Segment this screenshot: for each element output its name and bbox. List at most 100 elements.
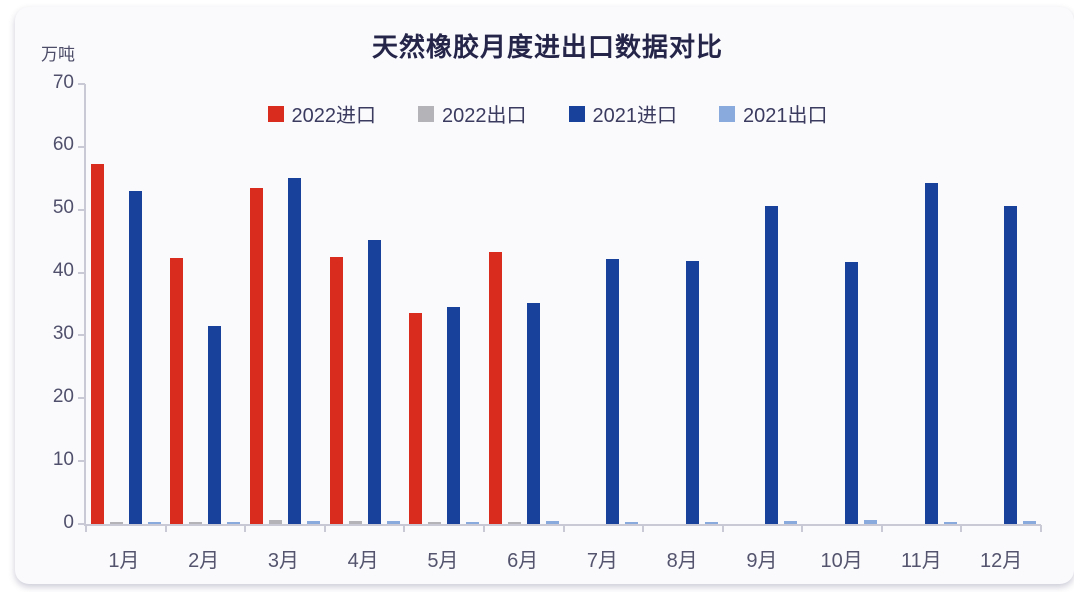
bar-2022-export-month-6 — [507, 521, 521, 524]
chart-card: 万吨 天然橡胶月度进出口数据对比 2022进口 2022出口 2021进口 2021出… — [15, 7, 1074, 584]
x-axis-label-month-7: 7月 — [586, 550, 618, 572]
bar-2021-export-month-7 — [625, 522, 639, 524]
x-axis-label-month-3: 3月 — [267, 550, 299, 572]
bar-2021-export-month-6 — [545, 520, 559, 524]
legend-label-2021-export: 2021出口 — [743, 105, 828, 127]
bar-2022-import-month-1 — [90, 163, 104, 524]
y-axis-label-40: 40 — [52, 260, 74, 282]
y-axis-label-20: 20 — [52, 385, 74, 407]
bar-2022-export-month-2 — [189, 522, 203, 524]
bar-group-month-11 — [882, 84, 962, 524]
bar-group-month-8 — [643, 84, 723, 524]
bar-2021-import-month-6 — [526, 302, 540, 524]
bar-2021-export-month-10 — [863, 519, 877, 524]
y-axis-tick-20 — [78, 397, 85, 400]
y-axis-label-30: 30 — [52, 322, 74, 344]
bar-2022-import-month-2 — [170, 258, 184, 524]
bar-2022-import-month-3 — [249, 188, 263, 524]
bar-2021-export-month-9 — [784, 520, 798, 524]
x-axis-tick-5 — [482, 525, 485, 532]
y-axis-label-10: 10 — [52, 448, 74, 470]
y-axis-label-60: 60 — [52, 134, 74, 156]
legend-item-2021-export: 2021出口 — [719, 99, 828, 128]
x-axis-tick-6 — [562, 525, 565, 532]
y-axis-tick-0 — [78, 523, 85, 525]
y-axis-label-70: 70 — [52, 71, 74, 93]
y-axis-tick-10 — [78, 460, 85, 463]
y-axis-unit-label: 万吨 — [41, 45, 75, 64]
bar-2021-export-month-2 — [227, 522, 241, 524]
legend: 2022进口 2022出口 2021进口 2021出口 — [69, 99, 1026, 128]
bar-2021-import-month-8 — [685, 260, 699, 524]
legend-swatch-2022-import — [267, 105, 284, 122]
bar-2021-import-month-4 — [367, 239, 381, 524]
bar-2021-import-month-2 — [208, 326, 222, 524]
x-axis-tick-1 — [164, 525, 167, 532]
x-axis-tick-0 — [85, 525, 87, 532]
x-axis-label-month-1: 1月 — [108, 550, 140, 572]
x-axis-tick-3 — [323, 525, 326, 532]
x-axis-tick-8 — [721, 525, 724, 532]
x-axis-label-month-12: 12月 — [980, 550, 1023, 572]
bar-2022-export-month-4 — [348, 521, 362, 524]
bar-group-month-2 — [166, 84, 246, 524]
chart-title: 天然橡胶月度进出口数据对比 — [371, 32, 723, 62]
legend-label-2021-import: 2021进口 — [592, 105, 678, 127]
bar-2021-export-month-3 — [306, 520, 320, 524]
y-axis-tick-60 — [78, 145, 85, 148]
bar-2021-export-month-4 — [386, 521, 400, 524]
legend-swatch-2021-export — [719, 105, 735, 122]
x-axis-label-month-2: 2月 — [188, 550, 220, 572]
legend-label-2022-export: 2022出口 — [442, 105, 527, 127]
bar-2021-export-month-5 — [466, 521, 480, 524]
x-axis-label-month-11: 11月 — [900, 550, 942, 572]
x-axis-tick-4 — [403, 525, 406, 532]
bar-2021-import-month-10 — [844, 261, 858, 524]
bar-groups — [86, 84, 1041, 524]
bar-2021-import-month-7 — [606, 258, 620, 524]
legend-swatch-2022-export — [418, 105, 434, 122]
y-axis-tick-40 — [78, 271, 85, 274]
y-axis-tick-70 — [78, 83, 85, 85]
legend-item-2022-import: 2022进口 — [267, 99, 377, 128]
bar-group-month-3 — [245, 84, 325, 524]
x-axis-label-month-6: 6月 — [507, 550, 539, 572]
bar-2021-export-month-1 — [147, 522, 161, 524]
x-axis-tick-10 — [880, 525, 883, 532]
x-axis-label-month-9: 9月 — [746, 550, 778, 572]
x-axis-tick-12 — [1040, 525, 1042, 532]
legend-swatch-2021-import — [568, 105, 585, 122]
bar-2021-import-month-1 — [128, 190, 142, 524]
x-axis-label-month-10: 10月 — [820, 550, 863, 572]
bar-group-month-10 — [802, 84, 882, 524]
bar-group-month-4 — [325, 84, 405, 524]
bar-group-month-6 — [484, 84, 564, 524]
x-axis-tick-7 — [642, 525, 645, 532]
bar-2022-export-month-5 — [428, 521, 442, 524]
bar-2021-import-month-9 — [765, 205, 779, 524]
bar-group-month-1 — [86, 84, 166, 524]
x-axis-label-month-8: 8月 — [666, 550, 698, 572]
bar-2021-import-month-5 — [447, 307, 461, 524]
bar-2021-import-month-3 — [287, 178, 301, 524]
bar-2022-import-month-4 — [329, 256, 343, 524]
x-axis-label-month-4: 4月 — [347, 550, 379, 572]
bar-2022-import-month-5 — [409, 312, 423, 524]
x-axis-tick-11 — [960, 525, 963, 532]
y-axis-label-50: 50 — [52, 197, 74, 219]
bar-2021-export-month-11 — [943, 521, 957, 524]
bar-2021-import-month-11 — [924, 183, 938, 524]
legend-item-2022-export: 2022出口 — [418, 99, 527, 128]
bar-2021-export-month-8 — [704, 521, 718, 524]
legend-label-2022-import: 2022进口 — [291, 105, 377, 127]
x-axis-labels: 1月 2月 3月 4月 5月 6月 7月 8月 9月 10月 11月 12月 — [84, 544, 1041, 573]
bar-2022-export-month-3 — [268, 520, 282, 524]
x-axis-label-month-5: 5月 — [427, 550, 459, 572]
bar-group-month-7 — [563, 84, 643, 524]
x-axis-tick-2 — [244, 525, 247, 532]
x-axis-tick-9 — [801, 525, 804, 532]
bar-group-month-5 — [404, 84, 484, 524]
bar-group-month-9 — [723, 84, 803, 524]
y-axis-tick-50 — [78, 208, 85, 211]
